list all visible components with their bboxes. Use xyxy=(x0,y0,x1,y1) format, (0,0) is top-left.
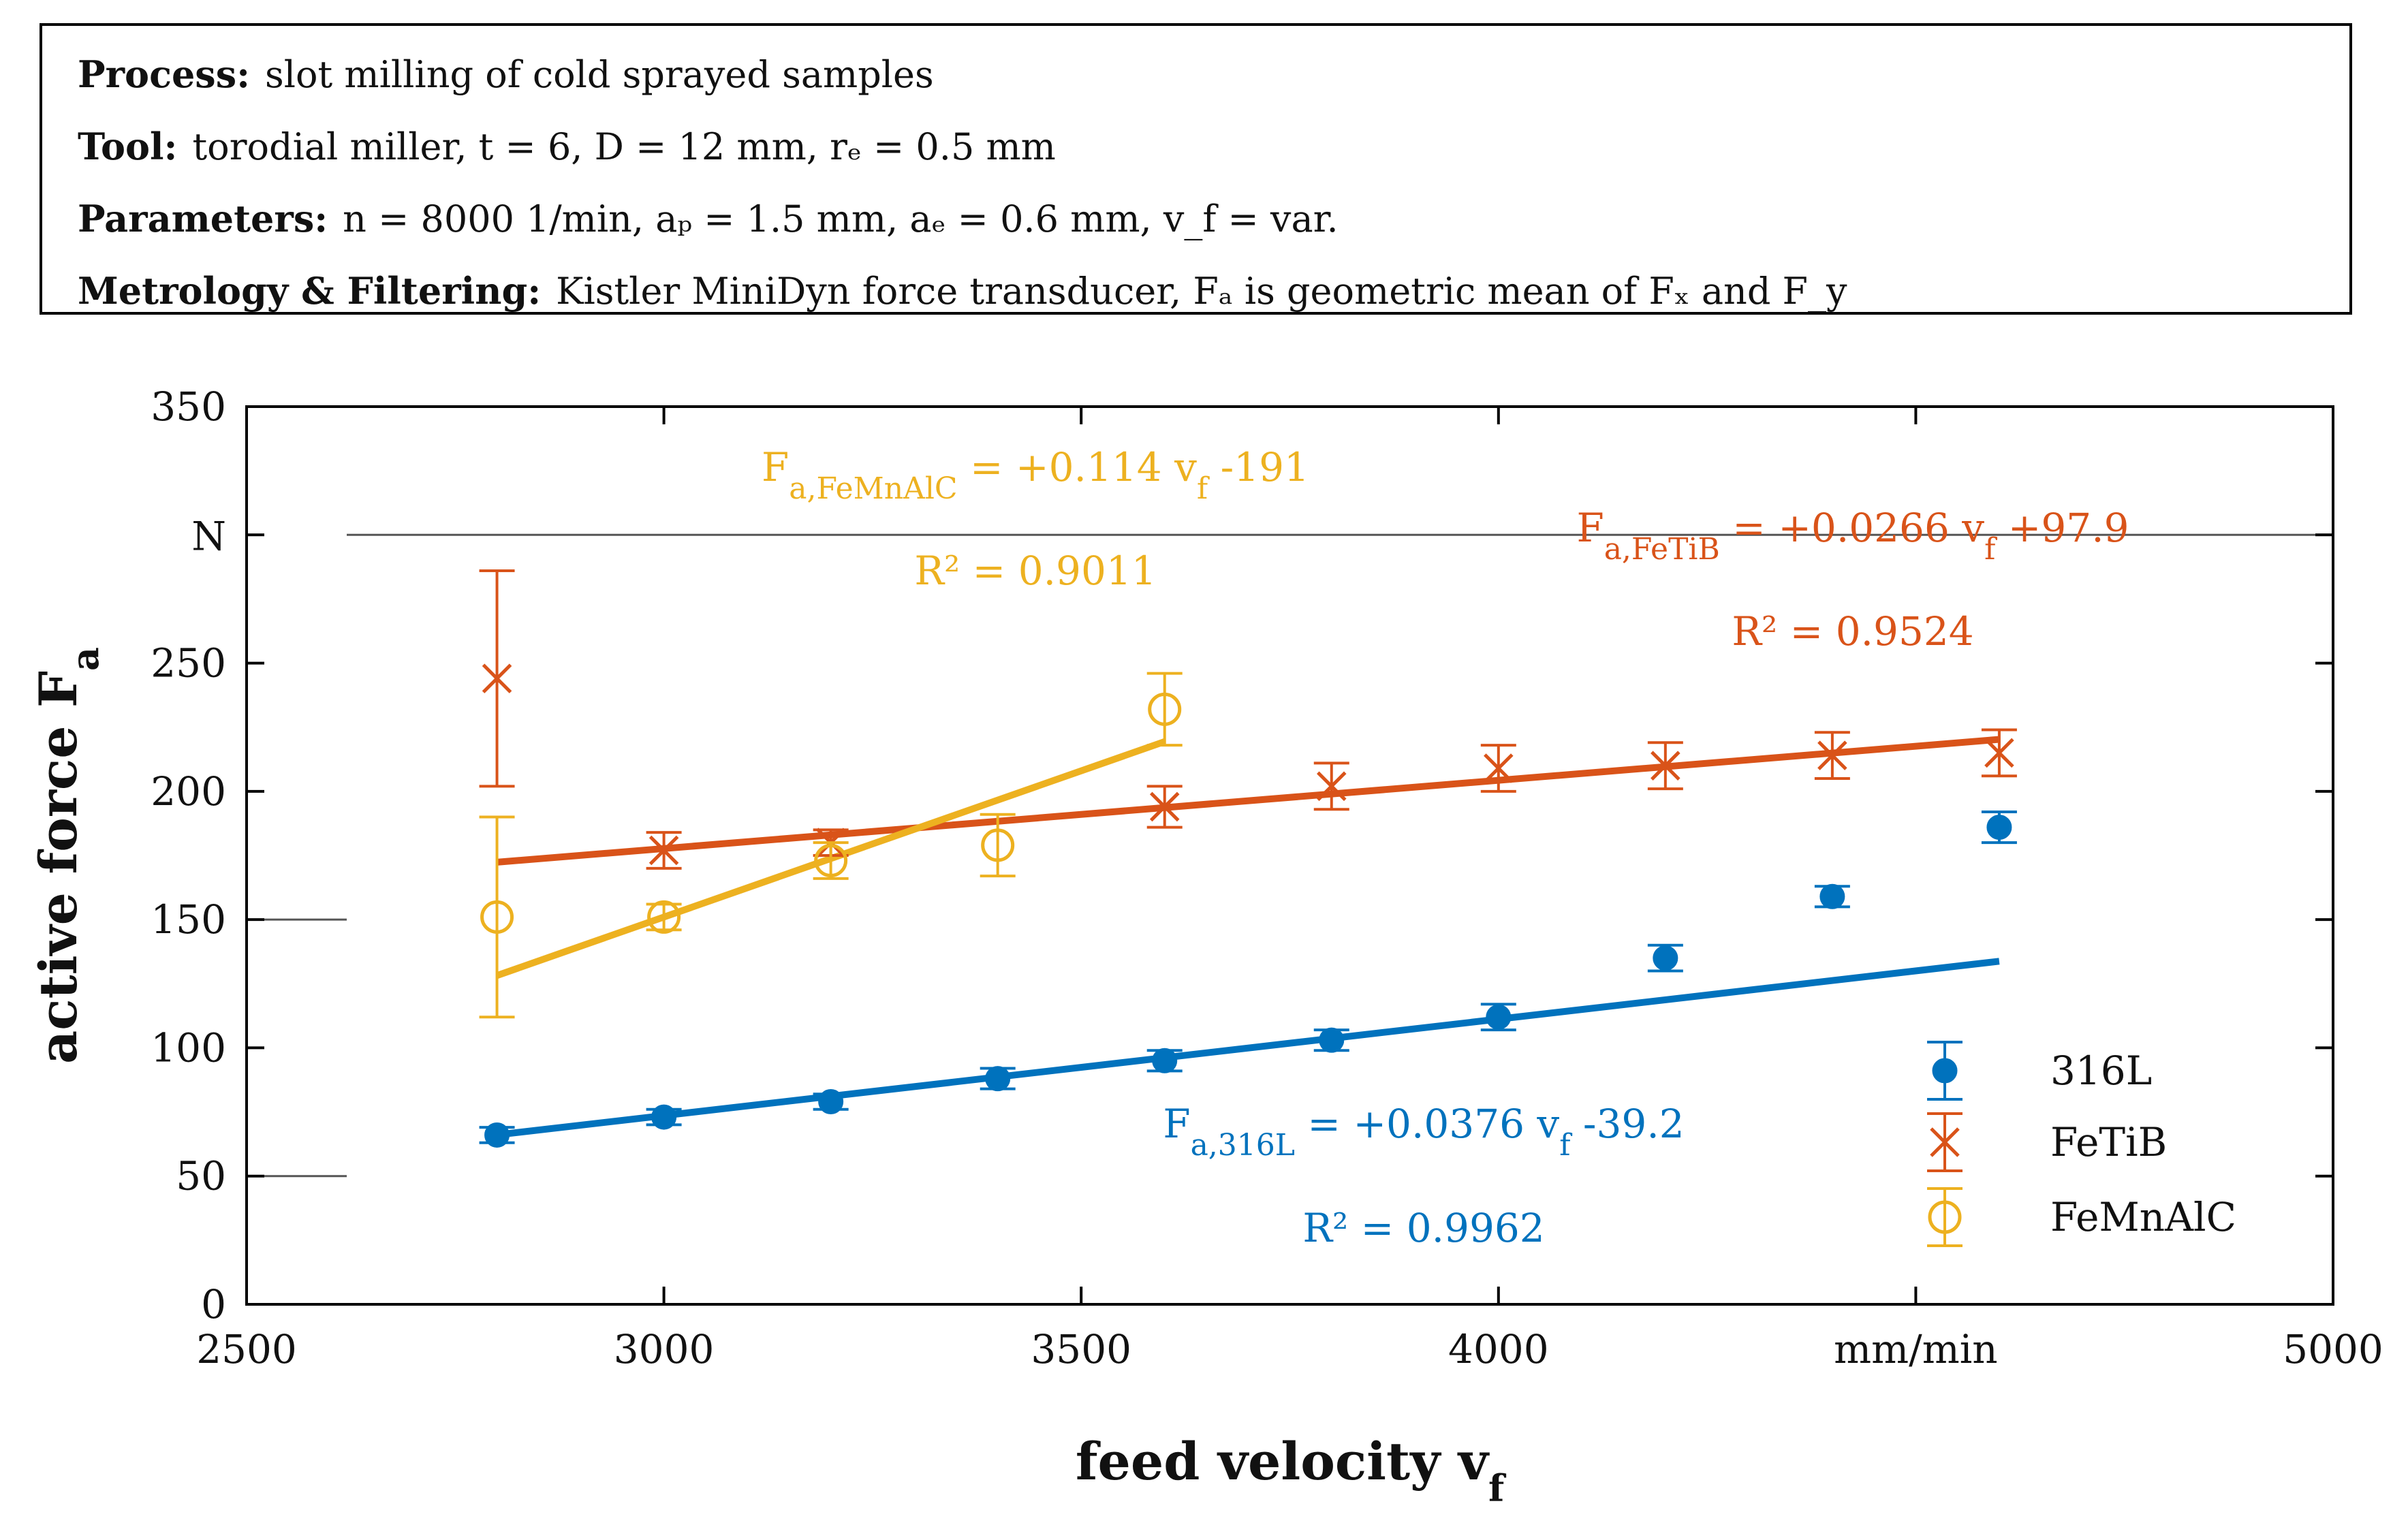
data-point-316l xyxy=(985,1066,1011,1092)
legend-item-316l: 316L xyxy=(1927,1041,2152,1101)
data-point-316l xyxy=(484,1122,510,1148)
marker-stroke xyxy=(1484,753,1514,783)
legend-label-fetib: FeTiB xyxy=(2050,1119,2167,1165)
data-point-fetib xyxy=(1149,791,1180,822)
marker-stroke xyxy=(1651,751,1680,781)
info-text: Kistler MiniDyn force transducer, Fₐ is … xyxy=(556,270,1847,313)
marker-stroke xyxy=(1817,740,1847,770)
x-axis-label: feed velocity vf xyxy=(1076,1431,1507,1510)
r-squared-fetib: R² = 0.9524 xyxy=(1732,608,1973,655)
x-tick-label: 3000 xyxy=(614,1326,715,1372)
data-point-fetib xyxy=(1316,771,1347,802)
info-label: Process: xyxy=(78,52,251,96)
equation-316l: Fa,316L = +0.0376 vf -39.2 xyxy=(1163,1101,1684,1163)
legend-marker-fetib xyxy=(1930,1127,1960,1157)
data-point-316l xyxy=(1486,1004,1512,1030)
x-tick-label: 3500 xyxy=(1031,1326,1131,1372)
data-point-fetib xyxy=(482,663,512,693)
legend-marker-femnalc xyxy=(1928,1200,1962,1234)
r-squared-316l: R² = 0.9962 xyxy=(1302,1205,1544,1251)
data-point-fetib xyxy=(1817,740,1847,770)
marker-stroke xyxy=(482,663,512,693)
marker-stroke xyxy=(648,835,679,866)
legend-item-fetib: FeTiB xyxy=(1927,1112,2167,1172)
legend-label-316l: 316L xyxy=(2050,1048,2152,1094)
marker-stroke xyxy=(1149,791,1180,822)
errorbar-femnalc xyxy=(813,841,849,880)
fit-line-316l xyxy=(496,958,2000,1139)
x-tick-label: 2500 xyxy=(196,1326,297,1372)
marker-stroke xyxy=(1984,738,2014,768)
marker-stroke xyxy=(1316,771,1347,802)
plot-frame xyxy=(245,405,2334,1306)
data-point-fetib xyxy=(1651,751,1680,781)
errorbar-femnalc xyxy=(646,902,682,932)
y-unit-label: N xyxy=(191,513,226,559)
x-unit-label: mm/min xyxy=(1834,1326,1997,1372)
info-label: Tool: xyxy=(78,125,178,168)
info-line-parameters: Parameters: n = 8000 1/min, aₚ = 1.5 mm, … xyxy=(78,193,2314,266)
errorbar-femnalc xyxy=(479,815,515,1019)
data-point-316l xyxy=(1653,945,1678,971)
x-tick-label: 5000 xyxy=(2283,1326,2383,1372)
y-tick-label: 200 xyxy=(151,768,226,815)
y-tick-label: 50 xyxy=(176,1153,226,1199)
data-point-fetib xyxy=(1984,738,2014,768)
info-line-tool: Tool: torodial miller, t = 6, D = 12 mm, … xyxy=(78,121,2314,193)
info-label: Parameters: xyxy=(78,197,328,240)
data-point-femnalc xyxy=(480,900,514,934)
equation-femnalc: Fa,FeMnAlC = +0.114 vf -191 xyxy=(762,444,1309,506)
legend-marker-316l xyxy=(1932,1058,1958,1084)
r-squared-femnalc: R² = 0.9011 xyxy=(914,548,1156,594)
errorbar-femnalc xyxy=(980,813,1016,878)
y-tick-label: 250 xyxy=(151,640,226,687)
x-tick-label: 4000 xyxy=(1448,1326,1549,1372)
data-point-316l xyxy=(1986,815,2012,840)
data-point-316l xyxy=(651,1104,677,1130)
data-point-fetib xyxy=(648,835,679,866)
marker-stroke xyxy=(1930,1127,1960,1157)
y-axis-label: active force Fa xyxy=(28,647,107,1064)
legend-label-femnalc: FeMnAlC xyxy=(2050,1194,2236,1240)
info-text: n = 8000 1/min, aₚ = 1.5 mm, aₑ = 0.6 mm… xyxy=(343,198,1339,240)
info-box: Process: slot milling of cold sprayed sam… xyxy=(40,23,2352,315)
data-point-femnalc xyxy=(1148,692,1182,726)
legend-item-femnalc: FeMnAlC xyxy=(1927,1187,2236,1247)
data-point-316l xyxy=(1152,1048,1178,1073)
y-tick-label: 150 xyxy=(151,896,226,943)
info-text: slot milling of cold sprayed samples xyxy=(265,53,934,96)
info-label: Metrology & Filtering: xyxy=(78,269,542,313)
y-tick-label: 100 xyxy=(151,1024,226,1071)
errorbar-femnalc xyxy=(1146,672,1183,747)
data-point-femnalc xyxy=(981,828,1015,862)
data-point-fetib xyxy=(1484,753,1514,783)
fit-line-fetib xyxy=(497,736,2000,866)
data-point-femnalc xyxy=(647,900,681,934)
equation-fetib: Fa,FeTiB = +0.0266 vf +97.9 xyxy=(1576,505,2129,567)
data-point-316l xyxy=(1819,883,1845,909)
data-point-femnalc xyxy=(814,844,848,878)
info-line-metrology: Metrology & Filtering: Kistler MiniDyn fo… xyxy=(78,266,2314,338)
data-point-316l xyxy=(1319,1027,1345,1053)
info-line-process: Process: slot milling of cold sprayed sam… xyxy=(78,49,2314,121)
y-tick-label: 0 xyxy=(201,1281,226,1327)
data-point-316l xyxy=(818,1089,844,1115)
y-tick-label: 350 xyxy=(151,383,226,430)
info-text: torodial miller, t = 6, D = 12 mm, rₑ = … xyxy=(192,125,1056,168)
